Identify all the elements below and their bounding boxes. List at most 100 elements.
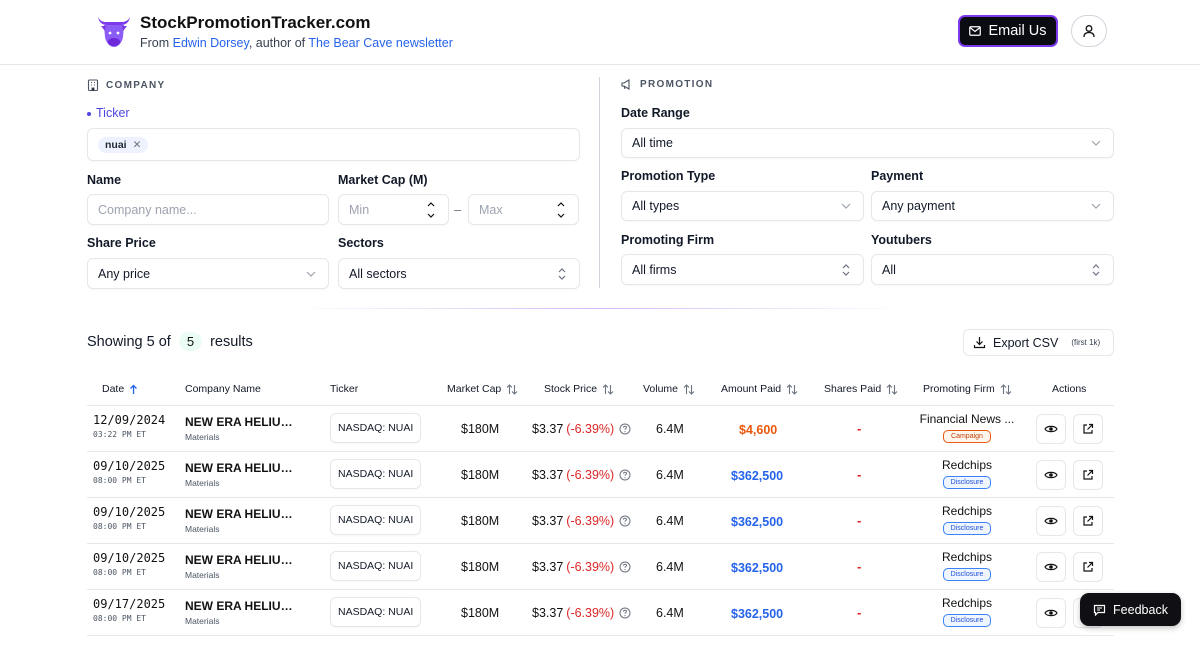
th-volume[interactable]: Volume <box>643 383 695 395</box>
stepper-icon[interactable] <box>426 199 436 221</box>
results-suffix: results <box>210 333 253 350</box>
view-button[interactable] <box>1036 552 1066 582</box>
th-stock-price[interactable]: Stock Price <box>544 383 614 395</box>
table-row[interactable]: 12/09/2024 03:22 PM ET NEW ERA HELIUM I...… <box>87 406 1114 452</box>
th-actions: Actions <box>1052 383 1086 395</box>
external-link-icon <box>1083 561 1094 572</box>
open-external-button[interactable] <box>1073 460 1103 490</box>
th-date[interactable]: Date <box>102 383 138 395</box>
view-button[interactable] <box>1036 598 1066 628</box>
building-icon <box>87 79 99 91</box>
open-external-button[interactable] <box>1073 552 1103 582</box>
chevron-down-icon <box>841 203 851 209</box>
company-sector: Materials <box>185 478 220 488</box>
help-circle-icon[interactable] <box>619 607 631 619</box>
amount-paid-value: $362,500 <box>731 607 784 621</box>
view-button[interactable] <box>1036 506 1066 536</box>
sort-icon <box>1000 383 1012 395</box>
promoting-firm-name[interactable]: Financial News ... <box>919 412 1015 426</box>
stock-price-value: $3.37 <box>532 606 564 620</box>
help-circle-icon[interactable] <box>619 423 631 435</box>
help-circle-icon[interactable] <box>619 515 631 527</box>
open-external-button[interactable] <box>1073 414 1103 444</box>
megaphone-icon <box>621 79 630 90</box>
sort-icon <box>683 383 695 395</box>
top-header: StockPromotionTracker.com From Edwin Dor… <box>0 0 1200 65</box>
site-title[interactable]: StockPromotionTracker.com <box>140 13 371 32</box>
shares-paid-value: - <box>857 605 862 620</box>
email-us-button[interactable]: Email Us <box>958 15 1058 47</box>
ticker-badge[interactable]: NASDAQ: NUAI <box>330 597 422 627</box>
promoting-firm-name[interactable]: Redchips <box>941 504 993 518</box>
sort-ascending-icon <box>130 384 138 394</box>
promotion-type-badge: Disclosure <box>942 568 992 581</box>
feedback-button[interactable]: Feedback <box>1080 593 1181 626</box>
payment-select[interactable]: Any payment <box>871 191 1114 221</box>
author-link[interactable]: Edwin Dorsey <box>172 36 249 50</box>
open-external-button[interactable] <box>1073 506 1103 536</box>
market-cap-min-input[interactable]: Min <box>338 194 449 225</box>
th-volume-label: Volume <box>643 383 679 395</box>
stepper-icon[interactable] <box>556 199 566 221</box>
ticker-badge[interactable]: NASDAQ: NUAI <box>330 459 422 489</box>
volume-value: 6.4M <box>656 560 684 574</box>
bull-logo-icon[interactable] <box>95 13 133 49</box>
company-sector: Materials <box>185 524 220 534</box>
ticker-badge[interactable]: NASDAQ: NUAI <box>330 505 422 535</box>
sort-icon <box>886 383 898 395</box>
market-cap-max-input[interactable]: Max <box>468 194 579 225</box>
promotion-type-badge: Disclosure <box>942 522 992 535</box>
ticker-badge[interactable]: NASDAQ: NUAI <box>330 551 422 581</box>
promoting-firm-name[interactable]: Redchips <box>941 550 993 564</box>
help-circle-icon[interactable] <box>619 469 631 481</box>
export-csv-button[interactable]: Export CSV (first 1k) <box>963 329 1114 356</box>
th-market-cap[interactable]: Market Cap <box>447 383 518 395</box>
promoting-firm-label: Promoting Firm <box>621 233 715 247</box>
chip-remove-icon[interactable]: ✕ <box>132 138 142 151</box>
promotion-type-select[interactable]: All types <box>621 191 864 221</box>
newsletter-link[interactable]: The Bear Cave newsletter <box>308 36 453 50</box>
company-name[interactable]: NEW ERA HELIUM I... <box>185 415 300 429</box>
table-row[interactable]: 09/10/2025 08:00 PM ET NEW ERA HELIUM I...… <box>87 544 1114 590</box>
site-subtitle: From Edwin Dorsey, author of The Bear Ca… <box>140 36 453 50</box>
external-link-icon <box>1083 423 1094 434</box>
company-name[interactable]: NEW ERA HELIUM I... <box>185 599 300 613</box>
table-row[interactable]: 09/10/2025 08:00 PM ET NEW ERA HELIUM I...… <box>87 452 1114 498</box>
price-change-value: (-6.39%) <box>566 468 615 482</box>
company-name[interactable]: NEW ERA HELIUM I... <box>185 507 300 521</box>
ticker-badge[interactable]: NASDAQ: NUAI <box>330 413 422 443</box>
ticker-input[interactable]: nuai ✕ <box>87 128 580 161</box>
share-price-select[interactable]: Any price <box>87 258 329 289</box>
eye-icon <box>1044 563 1058 571</box>
promoting-firm-select[interactable]: All firms <box>621 254 864 285</box>
eye-icon <box>1044 471 1058 479</box>
th-promoting-firm[interactable]: Promoting Firm <box>923 383 1012 395</box>
th-amount-paid[interactable]: Amount Paid <box>721 383 798 395</box>
account-button[interactable] <box>1071 15 1107 47</box>
promotion-type-badge: Disclosure <box>942 614 992 627</box>
promoting-firm-value: All firms <box>632 262 677 277</box>
th-shares-paid[interactable]: Shares Paid <box>824 383 898 395</box>
youtubers-select[interactable]: All <box>871 254 1114 285</box>
filter-divider <box>599 77 600 288</box>
table-header: Date Company Name Ticker Market Cap Stoc… <box>87 374 1114 406</box>
table-row[interactable]: 09/10/2025 08:00 PM ET NEW ERA HELIUM I...… <box>87 498 1114 544</box>
date-range-select[interactable]: All time <box>621 128 1114 158</box>
company-name[interactable]: NEW ERA HELIUM I... <box>185 461 300 475</box>
sectors-select[interactable]: All sectors <box>338 258 580 289</box>
view-button[interactable] <box>1036 460 1066 490</box>
company-name-input[interactable]: Company name... <box>87 194 329 225</box>
amount-paid-value: $4,600 <box>739 423 778 437</box>
stock-price-cell: $3.37 (-6.39%) <box>532 422 631 436</box>
view-button[interactable] <box>1036 414 1066 444</box>
promoting-firm-name[interactable]: Redchips <box>941 458 993 472</box>
help-circle-icon[interactable] <box>619 561 631 573</box>
promotion-date: 12/09/2024 <box>93 413 166 427</box>
th-promoting-firm-label: Promoting Firm <box>923 383 995 395</box>
promotion-time: 08:00 PM ET <box>93 522 146 531</box>
company-name[interactable]: NEW ERA HELIUM I... <box>185 553 300 567</box>
eye-icon <box>1044 517 1058 525</box>
chevron-down-icon <box>1091 203 1101 209</box>
promoting-firm-name[interactable]: Redchips <box>941 596 993 610</box>
table-row[interactable]: 09/17/2025 08:00 PM ET NEW ERA HELIUM I...… <box>87 590 1114 636</box>
